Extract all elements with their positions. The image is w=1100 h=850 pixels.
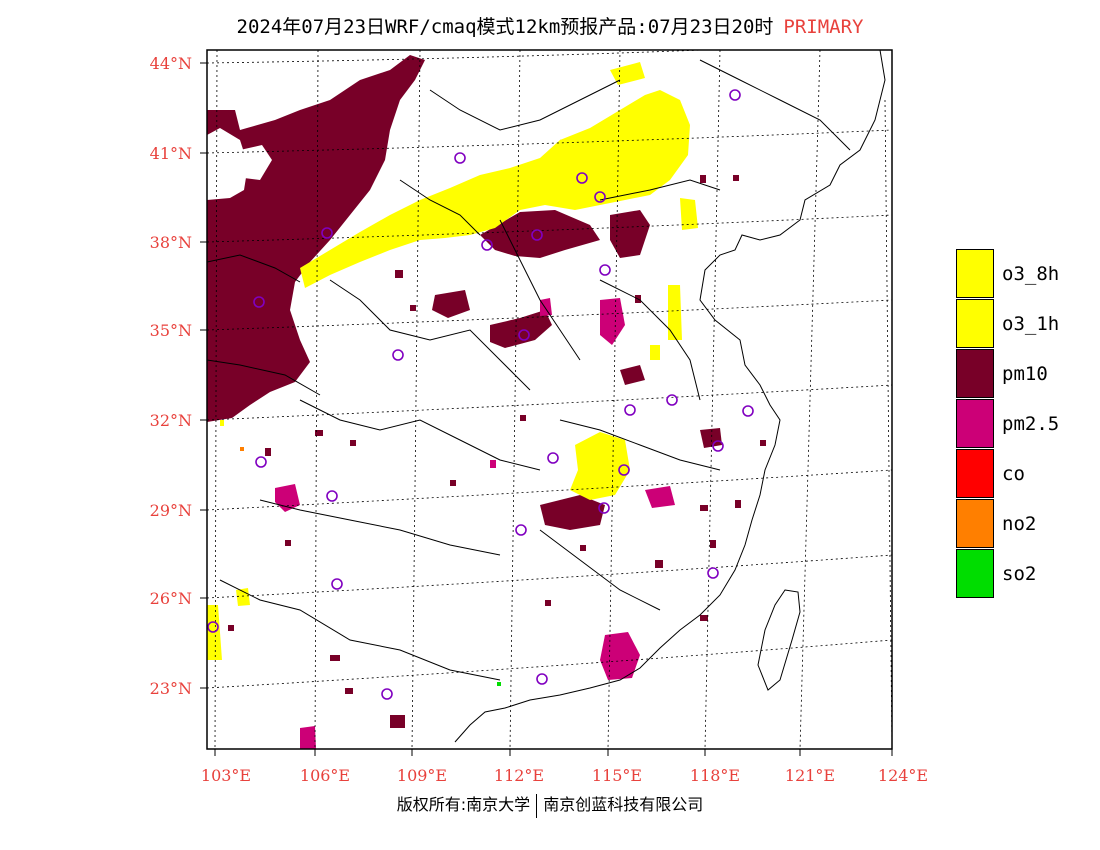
lon-label-124: 124°E — [877, 766, 929, 785]
primary-label: PRIMARY — [783, 16, 864, 38]
map-frame — [206, 49, 893, 750]
legend-item-pm25: pm2.5 — [956, 399, 1100, 449]
o3-regions — [207, 62, 698, 660]
legend-label: co — [1002, 463, 1025, 485]
legend-swatch — [956, 299, 994, 348]
legend-label: pm2.5 — [1002, 413, 1060, 435]
legend-label: pm10 — [1002, 363, 1048, 385]
legend-item-pm10: pm10 — [956, 349, 1100, 399]
lat-label-38: 38°N — [149, 233, 192, 252]
legend-label: no2 — [1002, 513, 1037, 535]
legend-swatch — [956, 449, 994, 498]
title-text: 2024年07月23日WRF/cmaq模式12km预报产品:07月23日20时 — [236, 16, 774, 38]
pm10-regions — [207, 55, 722, 728]
lat-label-23: 23°N — [149, 679, 192, 698]
lon-label-121: 121°E — [784, 766, 836, 785]
legend-swatch — [956, 399, 994, 448]
lat-label-35: 35°N — [149, 321, 192, 340]
graticule — [207, 50, 892, 749]
lat-label-41: 41°N — [149, 144, 192, 163]
lat-label-29: 29°N — [149, 501, 192, 520]
copyright-text: 版权所有:南京大学 — [396, 795, 531, 814]
legend-swatch — [956, 349, 994, 398]
legend-item-so2: so2 — [956, 549, 1100, 599]
station-markers — [207, 89, 754, 700]
lat-label-26: 26°N — [149, 589, 192, 608]
footer: 版权所有:南京大学 南京创蓝科技有限公司 — [0, 791, 1100, 818]
legend-item-o3-1h: o3_1h — [956, 299, 1100, 349]
lon-label-109: 109°E — [396, 766, 448, 785]
legend-swatch — [956, 549, 994, 598]
legend-label: so2 — [1002, 563, 1037, 585]
boundaries — [207, 50, 886, 743]
lon-label-118: 118°E — [689, 766, 741, 785]
legend-swatch — [956, 249, 994, 298]
scattered-cells — [220, 175, 766, 694]
legend-item-co: co — [956, 449, 1100, 499]
lon-label-115: 115°E — [591, 766, 643, 785]
footer-separator — [536, 793, 538, 818]
lon-label-103: 103°E — [200, 766, 252, 785]
lat-label-32: 32°N — [149, 411, 192, 430]
company-text: 南京创蓝科技有限公司 — [543, 795, 704, 814]
lon-label-112: 112°E — [493, 766, 545, 785]
legend-label: o3_8h — [1002, 263, 1060, 285]
legend-item-no2: no2 — [956, 499, 1100, 549]
legend-swatch — [956, 499, 994, 548]
lat-label-44: 44°N — [149, 54, 192, 73]
lon-label-106: 106°E — [299, 766, 351, 785]
legend-item-o3-8h: o3_8h — [956, 249, 1100, 299]
legend: o3_8h o3_1h pm10 pm2.5 co no2 so2 — [956, 249, 1100, 599]
axis-ticks — [200, 62, 893, 756]
chart-title: 2024年07月23日WRF/cmaq模式12km预报产品:07月23日20时 P… — [0, 12, 1100, 39]
legend-label: o3_1h — [1002, 313, 1060, 335]
